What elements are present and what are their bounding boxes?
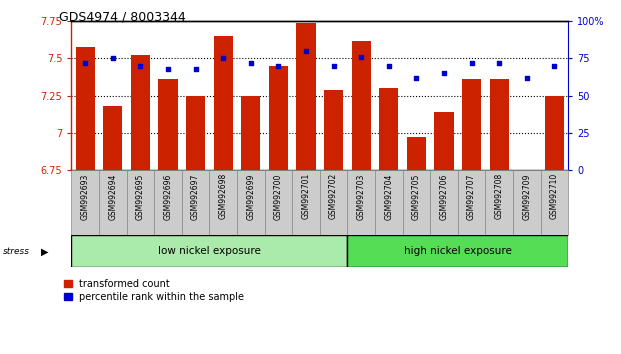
Text: GSM992695: GSM992695	[136, 173, 145, 219]
Bar	[347, 170, 375, 235]
Text: GSM992699: GSM992699	[247, 173, 255, 219]
Point	[163, 66, 173, 72]
Point	[218, 56, 228, 61]
Text: GSM992706: GSM992706	[440, 173, 448, 219]
Bar	[379, 88, 399, 170]
Bar	[296, 23, 315, 170]
Point	[246, 60, 256, 66]
Point	[329, 63, 338, 69]
Bar	[76, 46, 95, 170]
Point	[494, 60, 504, 66]
Point	[550, 63, 560, 69]
Bar	[237, 170, 265, 235]
Bar	[407, 137, 426, 170]
Bar	[320, 170, 347, 235]
Point	[108, 56, 118, 61]
Bar	[434, 112, 454, 170]
Bar	[545, 96, 564, 170]
Text: GSM992701: GSM992701	[302, 173, 310, 219]
Text: GSM992702: GSM992702	[329, 173, 338, 219]
Text: GSM992694: GSM992694	[108, 173, 117, 219]
Bar	[375, 170, 402, 235]
Text: GSM992700: GSM992700	[274, 173, 283, 219]
Bar	[351, 41, 371, 170]
Text: GSM992703: GSM992703	[356, 173, 366, 219]
Bar	[241, 96, 260, 170]
Bar	[127, 170, 154, 235]
Text: GSM992698: GSM992698	[219, 173, 228, 219]
Bar	[486, 170, 513, 235]
Text: GSM992707: GSM992707	[467, 173, 476, 219]
Bar	[131, 56, 150, 170]
Point	[412, 75, 422, 81]
Legend: transformed count, percentile rank within the sample: transformed count, percentile rank withi…	[64, 279, 245, 302]
Bar	[182, 170, 209, 235]
Point	[191, 66, 201, 72]
Text: GDS4974 / 8003344: GDS4974 / 8003344	[59, 11, 186, 24]
Text: GSM992696: GSM992696	[163, 173, 173, 219]
Bar	[265, 170, 292, 235]
Bar	[462, 79, 481, 170]
Bar	[209, 170, 237, 235]
Point	[301, 48, 311, 54]
Bar	[154, 170, 182, 235]
Bar	[458, 170, 486, 235]
Bar	[513, 170, 541, 235]
Bar	[292, 170, 320, 235]
Text: high nickel exposure: high nickel exposure	[404, 246, 512, 256]
Text: GSM992708: GSM992708	[495, 173, 504, 219]
Point	[384, 63, 394, 69]
Point	[466, 60, 476, 66]
Bar	[489, 79, 509, 170]
Text: GSM992709: GSM992709	[522, 173, 532, 219]
Text: low nickel exposure: low nickel exposure	[158, 246, 261, 256]
Text: ▶: ▶	[41, 246, 48, 256]
Bar	[347, 235, 568, 267]
Point	[273, 63, 283, 69]
Bar	[99, 170, 127, 235]
Point	[135, 63, 145, 69]
Text: GSM992705: GSM992705	[412, 173, 421, 219]
Point	[522, 75, 532, 81]
Bar	[324, 90, 343, 170]
Point	[80, 60, 90, 66]
Bar	[71, 235, 347, 267]
Text: GSM992710: GSM992710	[550, 173, 559, 219]
Bar	[186, 96, 206, 170]
Point	[439, 70, 449, 76]
Text: GSM992697: GSM992697	[191, 173, 200, 219]
Bar	[71, 170, 99, 235]
Text: stress: stress	[3, 247, 30, 256]
Bar	[402, 170, 430, 235]
Point	[356, 54, 366, 60]
Bar	[541, 170, 568, 235]
Text: GSM992693: GSM992693	[81, 173, 89, 219]
Bar	[214, 36, 233, 170]
Bar	[269, 66, 288, 170]
Bar	[103, 106, 122, 170]
Bar	[158, 79, 178, 170]
Bar	[430, 170, 458, 235]
Bar	[517, 170, 537, 179]
Text: GSM992704: GSM992704	[384, 173, 393, 219]
